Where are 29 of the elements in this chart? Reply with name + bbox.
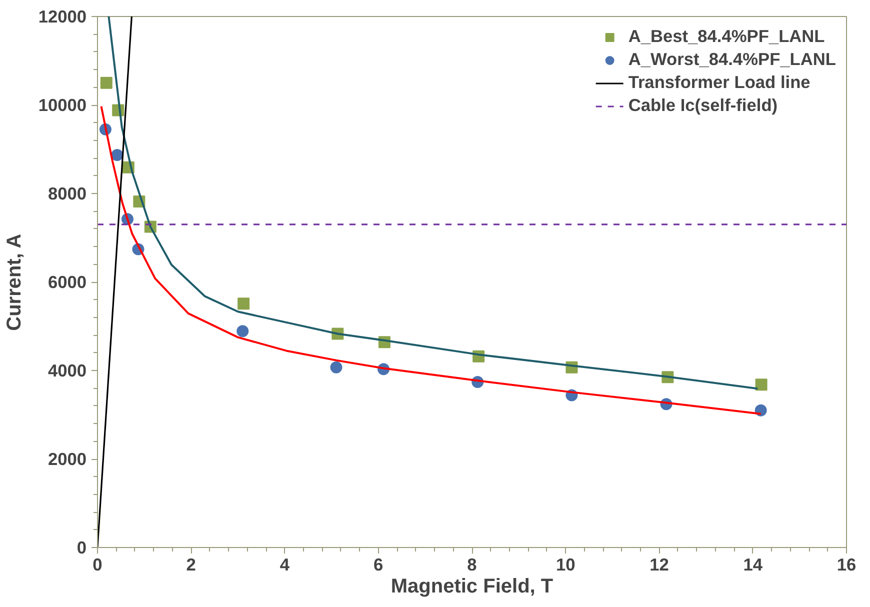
- y-tick-label: 2000: [48, 449, 87, 469]
- x-tick-label: 12: [650, 554, 669, 574]
- point: [755, 378, 768, 391]
- y-tick-label: 12000: [38, 6, 86, 26]
- y-tick-label: 10000: [38, 95, 86, 115]
- x-tick-label: 6: [374, 554, 384, 574]
- point: [330, 361, 342, 374]
- x-tick-label: 2: [186, 554, 196, 574]
- point: [100, 76, 112, 89]
- y-tick-label: 4000: [48, 360, 87, 380]
- point: [238, 298, 250, 310]
- y-tick-label: 6000: [48, 272, 87, 292]
- x-tick-label: 4: [280, 554, 290, 574]
- legend-label: A_Best_84.4%PF_LANL: [628, 26, 825, 47]
- legend-label: Cable Ic(self-field): [628, 95, 778, 116]
- x-tick-label: 10: [556, 554, 576, 574]
- legend-label: Transformer Load line: [628, 72, 810, 93]
- x-tick-label: 0: [92, 554, 102, 574]
- x-tick-label: 14: [743, 554, 763, 574]
- point: [111, 149, 124, 161]
- y-tick-label: 8000: [48, 184, 87, 204]
- x-tick-label: 8: [467, 554, 478, 574]
- x-tick-label: 16: [836, 554, 856, 574]
- point: [236, 325, 249, 338]
- x-axis-title: Magnetic Field, T: [390, 576, 554, 598]
- y-tick-label: 0: [76, 538, 87, 558]
- point: [754, 404, 767, 416]
- legend-label: A_Worst_84.4%PF_LANL: [628, 49, 836, 70]
- y-axis-title: Current, A: [3, 234, 26, 331]
